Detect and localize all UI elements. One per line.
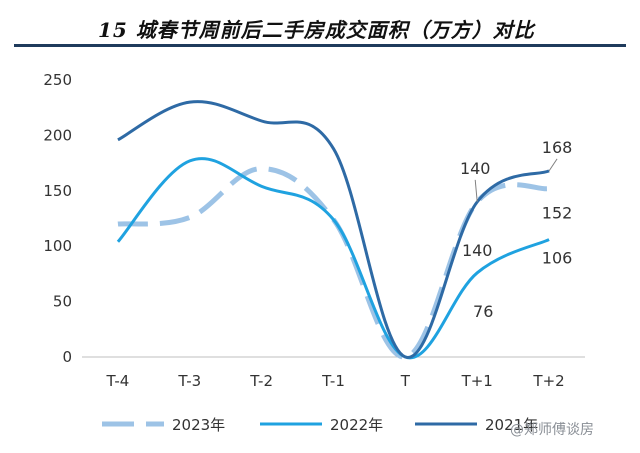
data-label-leader bbox=[474, 179, 478, 202]
x-tick-label: T-1 bbox=[321, 372, 345, 390]
chart-title: 15 城春节周前后二手房成交面积（万方）对比 bbox=[98, 18, 535, 42]
series-layer bbox=[116, 100, 550, 360]
y-tick-label: 250 bbox=[43, 71, 72, 89]
x-tick-label: T-3 bbox=[177, 372, 201, 390]
y-tick-label: 200 bbox=[43, 126, 72, 144]
series-line-1 bbox=[116, 157, 550, 360]
data-label-leader bbox=[548, 158, 558, 172]
x-tick-label: T-4 bbox=[106, 372, 130, 390]
legend-label-1: 2022年 bbox=[330, 416, 383, 434]
data-label: 76 bbox=[473, 302, 493, 321]
y-tick-label: 50 bbox=[53, 293, 72, 311]
series-line-0 bbox=[117, 166, 550, 360]
data-label: 168 bbox=[542, 138, 573, 157]
legend-label-0: 2023年 bbox=[172, 416, 225, 434]
title-divider bbox=[14, 44, 626, 47]
data-label: 140 bbox=[462, 241, 493, 260]
x-tick-label: T bbox=[400, 372, 411, 390]
legend: 2023年 2022年 2021年 bbox=[102, 416, 538, 434]
x-tick-label: T+1 bbox=[461, 372, 493, 390]
y-tick-label: 0 bbox=[62, 348, 72, 366]
data-label: 106 bbox=[542, 249, 573, 268]
series-line-2 bbox=[117, 100, 550, 359]
data-label: 152 bbox=[542, 204, 573, 223]
x-tick-label: T-2 bbox=[249, 372, 273, 390]
y-tick-label: 150 bbox=[43, 182, 72, 200]
legend-label-2: 2021年 bbox=[485, 416, 538, 434]
data-label: 140 bbox=[460, 159, 491, 178]
watermark: @郑师傅谈房 bbox=[510, 422, 594, 438]
y-tick-label: 100 bbox=[43, 237, 72, 255]
x-tick-label: T+2 bbox=[532, 372, 564, 390]
data-labels: 140 140 76 168 152 106 bbox=[460, 138, 572, 321]
axes: 0 50 100 150 200 250 T-4 T-3 T-2 T-1 T T+1 T+2 bbox=[43, 71, 585, 390]
